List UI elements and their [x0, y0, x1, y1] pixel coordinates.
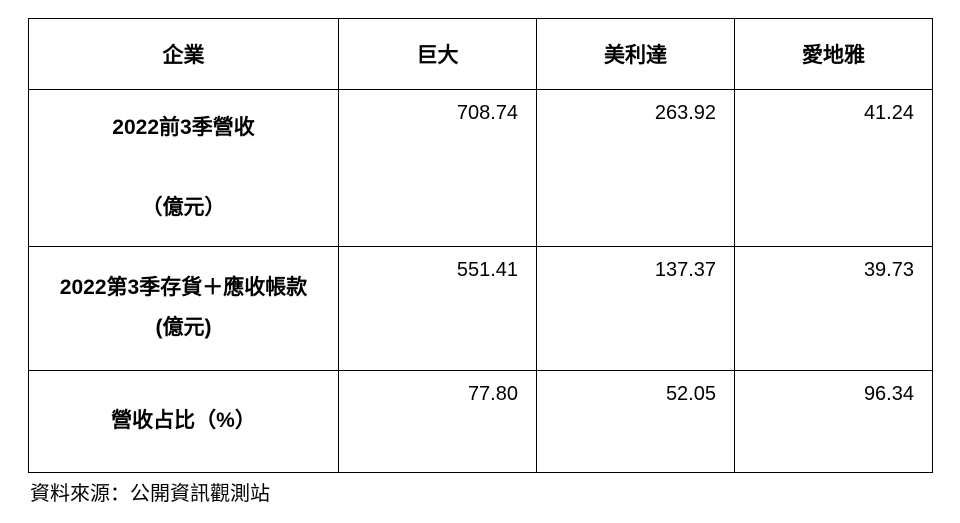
- row-header-line1: 2022前3季營收: [112, 116, 254, 139]
- table-header-row: 企業 巨大 美利達 愛地雅: [29, 19, 933, 90]
- row-header-inventory: 2022第3季存貨＋應收帳款 (億元): [29, 246, 339, 370]
- data-cell: 263.92: [537, 90, 735, 247]
- financial-table: 企業 巨大 美利達 愛地雅 2022前3季營收 （億元） 708.74 263.…: [28, 18, 933, 473]
- data-cell: 137.37: [537, 246, 735, 370]
- data-cell: 708.74: [339, 90, 537, 247]
- row-header-ratio: 營收占比（%）: [29, 370, 339, 472]
- table-row: 2022第3季存貨＋應收帳款 (億元) 551.41 137.37 39.73: [29, 246, 933, 370]
- row-header-line1: 2022第3季存貨＋應收帳款: [60, 276, 307, 299]
- col-header-ideal: 愛地雅: [735, 19, 933, 90]
- data-cell: 41.24: [735, 90, 933, 247]
- data-cell: 551.41: [339, 246, 537, 370]
- table-row: 2022前3季營收 （億元） 708.74 263.92 41.24: [29, 90, 933, 247]
- row-header-revenue: 2022前3季營收 （億元）: [29, 90, 339, 247]
- data-cell: 39.73: [735, 246, 933, 370]
- source-note: 資料來源：公開資訊觀測站: [28, 477, 932, 506]
- col-header-giant: 巨大: [339, 19, 537, 90]
- data-cell: 77.80: [339, 370, 537, 472]
- row-header-line2: （億元）: [142, 196, 226, 219]
- table-row: 營收占比（%） 77.80 52.05 96.34: [29, 370, 933, 472]
- data-cell: 52.05: [537, 370, 735, 472]
- data-cell: 96.34: [735, 370, 933, 472]
- col-header-merida: 美利達: [537, 19, 735, 90]
- row-header-line2: (億元): [156, 316, 212, 339]
- row-header-line1: 營收占比（%）: [111, 409, 256, 432]
- col-header-company: 企業: [29, 19, 339, 90]
